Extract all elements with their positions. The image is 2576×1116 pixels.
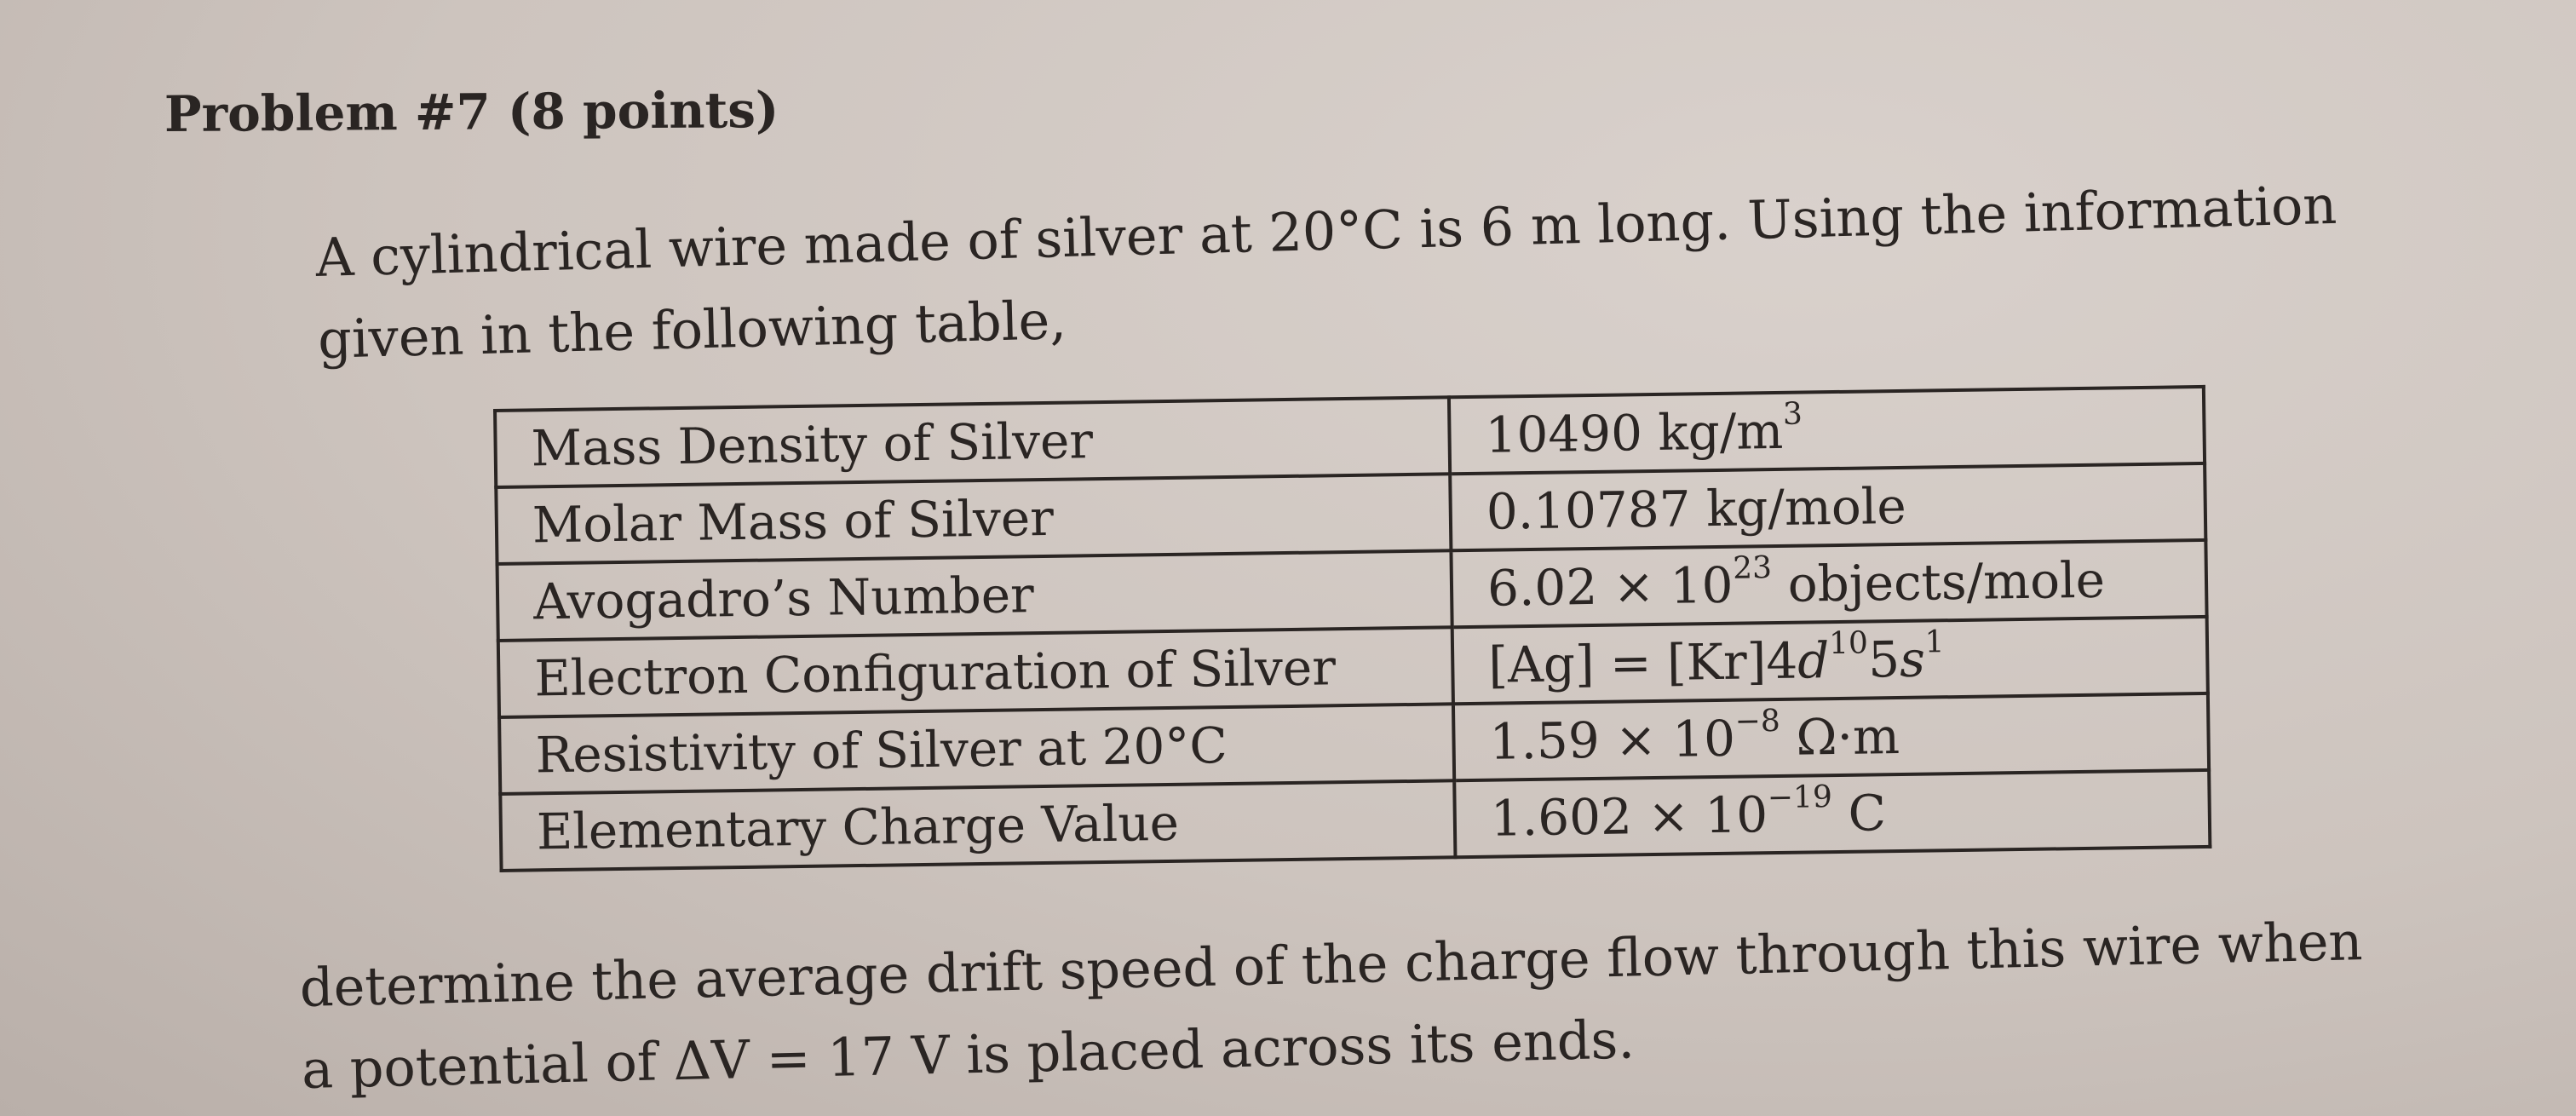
value-text: 1.59 × 10 — [1489, 709, 1736, 771]
problem-question: determine the average drift speed of the… — [299, 900, 2366, 1111]
row-label: Electron Configuration of Silver — [497, 627, 1453, 717]
value-text: 5 — [1867, 630, 1900, 689]
superscript: −8 — [1734, 703, 1781, 739]
row-value: 1.59 × 10−8 Ω·m — [1452, 693, 2210, 781]
row-label: Mass Density of Silver — [495, 397, 1451, 487]
constants-table: Mass Density of Silver 10490 kg/m3 Molar M… — [493, 385, 2211, 872]
value-text: 10490 kg/m — [1485, 401, 1784, 464]
row-value: 1.602 × 10−19 C — [1454, 769, 2211, 858]
row-label: Resistivity of Silver at 20°C — [499, 704, 1455, 794]
superscript: 3 — [1782, 396, 1803, 432]
value-text: s — [1899, 630, 1926, 688]
value-text: C — [1831, 784, 1887, 843]
row-label: Elementary Charge Value — [500, 780, 1456, 871]
value-text: 6.02 × 10 — [1486, 555, 1734, 618]
superscript: 23 — [1732, 550, 1773, 586]
value-text: objects/mole — [1771, 550, 2106, 614]
superscript: −19 — [1767, 779, 1833, 816]
value-text: 0.10787 kg/mole — [1486, 476, 1907, 541]
row-value: 10490 kg/m3 — [1448, 386, 2205, 475]
value-text: d — [1797, 631, 1830, 690]
row-value: 0.10787 kg/mole — [1450, 463, 2206, 551]
value-text: 1.602 × 10 — [1490, 785, 1768, 848]
row-label: Molar Mass of Silver — [496, 474, 1452, 564]
problem-intro: A cylindrical wire made of silver at 20°… — [314, 164, 2339, 381]
superscript: 10 — [1828, 625, 1869, 662]
problem-title: Problem #7 (8 points) — [164, 80, 779, 143]
value-text: [Ag] = [Kr]4 — [1487, 631, 1798, 694]
value-text: Ω·m — [1780, 706, 1900, 767]
row-value: [Ag] = [Kr]4d105s1 — [1452, 616, 2208, 705]
row-value: 6.02 × 1023 objects/mole — [1451, 539, 2207, 628]
superscript: 1 — [1924, 624, 1945, 660]
row-label: Avogadro’s Number — [497, 550, 1452, 641]
